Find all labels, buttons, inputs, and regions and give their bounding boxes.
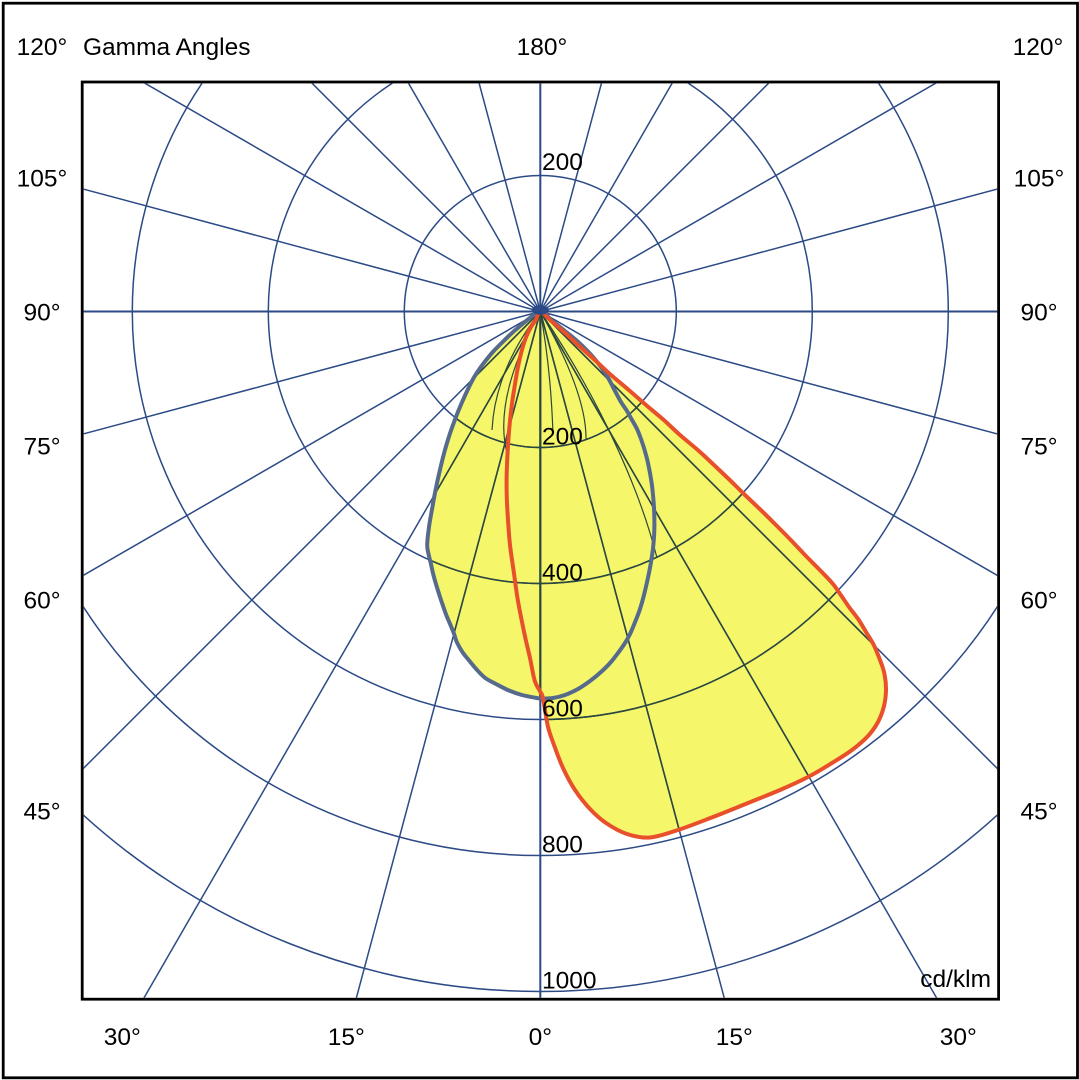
svg-text:120°: 120°: [1013, 34, 1064, 61]
svg-text:45°: 45°: [23, 799, 60, 826]
svg-text:200: 200: [542, 424, 583, 451]
svg-text:30°: 30°: [104, 1024, 141, 1051]
svg-text:0°: 0°: [529, 1024, 552, 1051]
svg-text:Gamma Angles: Gamma Angles: [83, 34, 251, 61]
svg-text:cd/klm: cd/klm: [920, 966, 991, 993]
svg-text:1000: 1000: [542, 968, 597, 995]
svg-text:60°: 60°: [23, 588, 60, 615]
svg-text:105°: 105°: [17, 166, 68, 193]
svg-text:600: 600: [542, 696, 583, 723]
svg-text:90°: 90°: [23, 300, 60, 327]
svg-text:15°: 15°: [328, 1024, 365, 1051]
svg-text:75°: 75°: [23, 434, 60, 461]
svg-text:90°: 90°: [1020, 300, 1057, 327]
svg-text:75°: 75°: [1020, 434, 1057, 461]
svg-text:180°: 180°: [517, 34, 568, 61]
svg-text:120°: 120°: [17, 34, 68, 61]
svg-text:200: 200: [542, 149, 583, 176]
svg-text:45°: 45°: [1020, 799, 1057, 826]
svg-text:30°: 30°: [940, 1024, 977, 1051]
svg-text:60°: 60°: [1020, 588, 1057, 615]
svg-text:15°: 15°: [716, 1024, 753, 1051]
svg-text:400: 400: [542, 560, 583, 587]
svg-text:105°: 105°: [1014, 166, 1065, 193]
svg-text:800: 800: [542, 832, 583, 859]
